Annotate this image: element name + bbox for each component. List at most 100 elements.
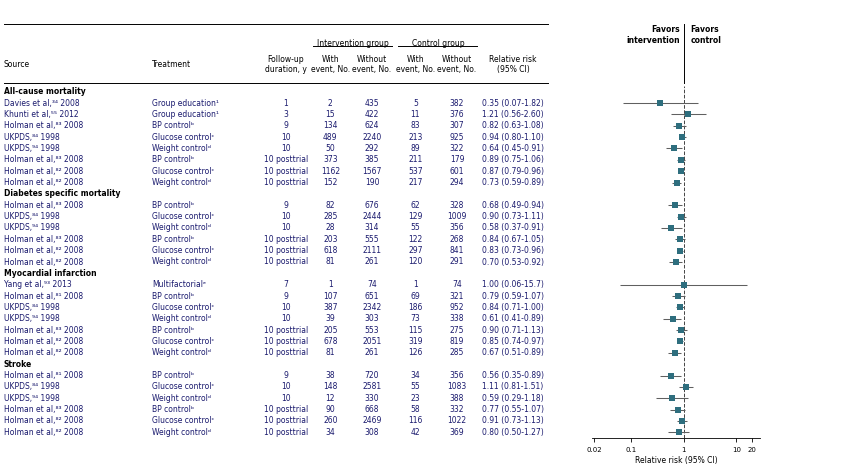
- Text: 319: 319: [408, 337, 422, 346]
- Text: 10: 10: [280, 314, 291, 323]
- Text: Glucose controlᶜ: Glucose controlᶜ: [152, 416, 214, 426]
- Text: 678: 678: [323, 337, 337, 346]
- Text: 34: 34: [411, 371, 420, 380]
- Text: 107: 107: [323, 292, 337, 300]
- Text: 373: 373: [323, 155, 337, 164]
- Text: 1009: 1009: [447, 212, 467, 221]
- Text: 205: 205: [323, 326, 337, 335]
- Text: Glucose controlᶜ: Glucose controlᶜ: [152, 246, 214, 255]
- Text: All-cause mortality: All-cause mortality: [4, 87, 86, 96]
- Text: UKPDS,⁸⁴ 1998: UKPDS,⁸⁴ 1998: [4, 133, 60, 141]
- Text: Holman et al,⁸³ 2008: Holman et al,⁸³ 2008: [4, 121, 83, 130]
- Text: Treatment: Treatment: [152, 60, 191, 69]
- Text: UKPDS,⁸⁴ 1998: UKPDS,⁸⁴ 1998: [4, 303, 60, 312]
- Text: Davies et al,³⁴ 2008: Davies et al,³⁴ 2008: [4, 99, 80, 108]
- Text: 294: 294: [450, 178, 464, 187]
- Text: 356: 356: [450, 223, 464, 232]
- Text: 435: 435: [365, 99, 379, 108]
- Text: 10: 10: [280, 212, 291, 221]
- Text: BP controlᵇ: BP controlᵇ: [152, 235, 194, 244]
- Text: 338: 338: [450, 314, 464, 323]
- Text: Weight controlᵈ: Weight controlᵈ: [152, 223, 211, 232]
- Text: 332: 332: [450, 405, 464, 414]
- Text: Glucose controlᶜ: Glucose controlᶜ: [152, 382, 214, 391]
- Text: 55: 55: [411, 382, 420, 391]
- Text: 10: 10: [280, 394, 291, 403]
- Text: 10 posttrial: 10 posttrial: [264, 416, 308, 426]
- Text: UKPDS,⁸⁴ 1998: UKPDS,⁸⁴ 1998: [4, 212, 60, 221]
- Text: 50: 50: [326, 144, 335, 153]
- Text: 841: 841: [450, 246, 464, 255]
- Text: 2: 2: [328, 99, 332, 108]
- Text: 553: 553: [365, 326, 379, 335]
- Text: 261: 261: [365, 258, 379, 267]
- Text: 322: 322: [450, 144, 464, 153]
- Text: 1: 1: [413, 280, 417, 289]
- Text: 0.68 (0.49-0.94): 0.68 (0.49-0.94): [482, 201, 544, 210]
- Text: 69: 69: [411, 292, 420, 300]
- Text: Holman et al,⁸² 2008: Holman et al,⁸² 2008: [4, 246, 83, 255]
- Text: 314: 314: [365, 223, 379, 232]
- Text: Favors
control: Favors control: [691, 25, 722, 45]
- Text: 120: 120: [408, 258, 422, 267]
- Text: 74: 74: [452, 280, 462, 289]
- Text: 261: 261: [365, 348, 379, 357]
- Text: 1.00 (0.06-15.7): 1.00 (0.06-15.7): [482, 280, 544, 289]
- Text: 651: 651: [365, 292, 379, 300]
- Text: Glucose controlᶜ: Glucose controlᶜ: [152, 167, 214, 176]
- Text: 9: 9: [283, 121, 288, 130]
- Text: 179: 179: [450, 155, 464, 164]
- Text: 10 posttrial: 10 posttrial: [264, 405, 308, 414]
- Text: 10 posttrial: 10 posttrial: [264, 326, 308, 335]
- Text: 34: 34: [326, 428, 335, 437]
- Text: 0.77 (0.55-1.07): 0.77 (0.55-1.07): [482, 405, 544, 414]
- Text: 0.73 (0.59-0.89): 0.73 (0.59-0.89): [482, 178, 544, 187]
- Text: 2342: 2342: [362, 303, 382, 312]
- Text: BP controlᵇ: BP controlᵇ: [152, 292, 194, 300]
- Text: 385: 385: [365, 155, 379, 164]
- Text: 58: 58: [411, 405, 420, 414]
- Text: 291: 291: [450, 258, 464, 267]
- Text: 0.87 (0.79-0.96): 0.87 (0.79-0.96): [482, 167, 544, 176]
- Text: 122: 122: [408, 235, 422, 244]
- Text: 10 posttrial: 10 posttrial: [264, 337, 308, 346]
- Text: 42: 42: [411, 428, 420, 437]
- Text: UKPDS,⁹⁴ 1998: UKPDS,⁹⁴ 1998: [4, 394, 60, 403]
- Text: Source: Source: [4, 60, 30, 69]
- Text: 0.91 (0.73-1.13): 0.91 (0.73-1.13): [482, 416, 544, 426]
- Text: 307: 307: [450, 121, 464, 130]
- Text: 0.84 (0.71-1.00): 0.84 (0.71-1.00): [482, 303, 544, 312]
- Text: BP controlᵇ: BP controlᵇ: [152, 121, 194, 130]
- Text: Glucose controlᶜ: Glucose controlᶜ: [152, 303, 214, 312]
- Text: 0.90 (0.73-1.11): 0.90 (0.73-1.11): [482, 212, 544, 221]
- Text: 388: 388: [450, 394, 464, 403]
- Text: 297: 297: [408, 246, 422, 255]
- Text: 676: 676: [365, 201, 379, 210]
- Text: 12: 12: [326, 394, 335, 403]
- Text: UKPDS,⁹⁴ 1998: UKPDS,⁹⁴ 1998: [4, 144, 60, 153]
- Text: 152: 152: [323, 178, 337, 187]
- Text: 303: 303: [365, 314, 379, 323]
- Text: 0.83 (0.73-0.96): 0.83 (0.73-0.96): [482, 246, 544, 255]
- Text: 81: 81: [326, 258, 335, 267]
- Text: Without
event, No.: Without event, No.: [353, 55, 392, 74]
- Text: 3: 3: [283, 110, 288, 119]
- Text: 268: 268: [450, 235, 464, 244]
- Text: 387: 387: [323, 303, 337, 312]
- Text: 0.82 (0.63-1.08): 0.82 (0.63-1.08): [482, 121, 544, 130]
- Text: 55: 55: [411, 223, 420, 232]
- Text: With
event, No.: With event, No.: [396, 55, 435, 74]
- Text: 10 posttrial: 10 posttrial: [264, 155, 308, 164]
- Text: BP controlᵇ: BP controlᵇ: [152, 371, 194, 380]
- Text: 5: 5: [413, 99, 417, 108]
- Text: Holman et al,⁸² 2008: Holman et al,⁸² 2008: [4, 178, 83, 187]
- Text: 537: 537: [408, 167, 422, 176]
- Text: Weight controlᵈ: Weight controlᵈ: [152, 178, 211, 187]
- Text: 7: 7: [283, 280, 288, 289]
- Text: Weight controlᵈ: Weight controlᵈ: [152, 144, 211, 153]
- Text: 624: 624: [365, 121, 379, 130]
- Text: UKPDS,⁹⁴ 1998: UKPDS,⁹⁴ 1998: [4, 314, 60, 323]
- Text: 10: 10: [280, 303, 291, 312]
- Text: 668: 668: [365, 405, 379, 414]
- Text: 10: 10: [280, 144, 291, 153]
